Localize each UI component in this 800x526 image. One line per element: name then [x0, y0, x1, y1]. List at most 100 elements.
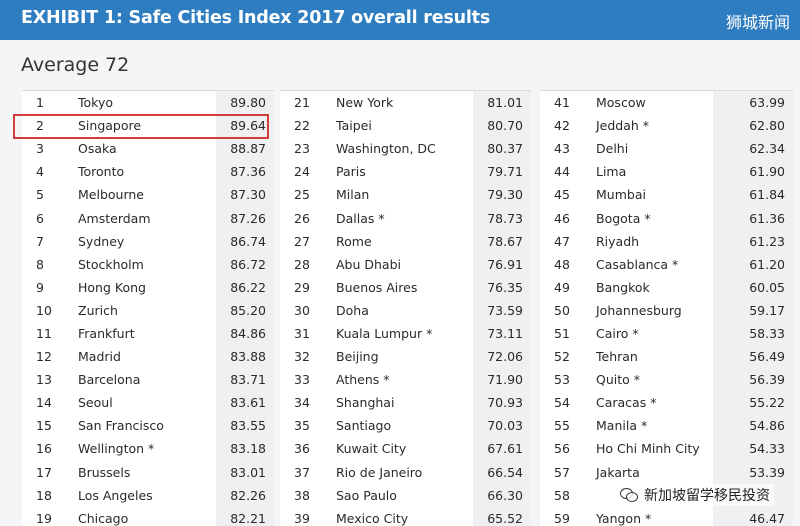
table-row: 18 Los Angeles 82.26 — [22, 484, 274, 507]
city-cell: Rome — [336, 233, 372, 249]
city-cell: Jeddah * — [596, 118, 650, 134]
rank-cell: 58 — [554, 487, 570, 503]
city-cell: Singapore — [78, 118, 142, 134]
city-cell: Moscow — [596, 95, 646, 111]
city-cell: Rio de Janeiro — [336, 464, 423, 480]
table-row: 10 Zurich 85.20 — [22, 299, 274, 322]
city-cell: Melbourne — [78, 187, 144, 203]
city-cell: Yangon * — [596, 510, 652, 526]
score-cell: 86.72 — [230, 256, 266, 272]
city-cell: New York — [336, 95, 394, 111]
rank-cell: 49 — [554, 279, 570, 295]
ranking-column-1: 1 Tokyo 89.80 2 Singapore 89.64 3 Osaka 88.87 4 To… — [22, 90, 274, 526]
table-row: 31 Kuala Lumpur * 73.11 — [280, 322, 531, 345]
score-cell: 60.05 — [749, 279, 785, 295]
table-row: 52 Tehran 56.49 — [540, 345, 793, 368]
rank-cell: 50 — [554, 302, 570, 318]
table-row: 19 Chicago 82.21 — [22, 507, 274, 526]
city-cell: Quito * — [596, 372, 641, 388]
table-row: 54 Caracas * 55.22 — [540, 391, 793, 414]
rank-cell: 13 — [36, 372, 52, 388]
table-row: 34 Shanghai 70.93 — [280, 391, 531, 414]
table-row: 32 Beijing 72.06 — [280, 345, 531, 368]
average-label: Average 72 — [21, 54, 130, 76]
score-cell: 84.86 — [230, 325, 266, 341]
score-cell: 59.17 — [749, 302, 785, 318]
watermark-top: 狮城新闻 — [725, 13, 790, 32]
score-cell: 87.36 — [230, 164, 266, 180]
table-row: 22 Taipei 80.70 — [280, 114, 531, 137]
table-row: 25 Milan 79.30 — [280, 183, 531, 206]
score-cell: 61.90 — [749, 164, 785, 180]
table-row: 42 Jeddah * 62.80 — [540, 114, 793, 137]
rank-cell: 21 — [294, 95, 310, 111]
rank-cell: 4 — [36, 164, 44, 180]
table-row: 29 Buenos Aires 76.35 — [280, 276, 531, 299]
score-cell: 82.26 — [230, 487, 266, 503]
table-row: 3 Osaka 88.87 — [22, 137, 274, 160]
table-row: 36 Kuwait City 67.61 — [280, 437, 531, 460]
score-cell: 63.99 — [749, 95, 785, 111]
rank-cell: 16 — [36, 441, 52, 457]
table-row: 45 Mumbai 61.84 — [540, 183, 793, 206]
rank-cell: 12 — [36, 349, 52, 365]
score-cell: 88.87 — [230, 141, 266, 157]
rank-cell: 17 — [36, 464, 52, 480]
table-row: 46 Bogota * 61.36 — [540, 206, 793, 229]
rank-cell: 26 — [294, 210, 310, 226]
rank-cell: 37 — [294, 464, 310, 480]
table-row: 38 Sao Paulo 66.30 — [280, 484, 531, 507]
rank-cell: 28 — [294, 256, 310, 272]
score-cell: 61.36 — [749, 210, 785, 226]
table-row: 57 Jakarta 53.39 — [540, 461, 793, 484]
city-cell: Stockholm — [78, 256, 144, 272]
score-cell: 83.88 — [230, 349, 266, 365]
score-cell: 87.30 — [230, 187, 266, 203]
score-cell: 46.47 — [749, 510, 785, 526]
singapore-highlight-box — [13, 114, 269, 139]
city-cell: Bangkok — [596, 279, 650, 295]
rank-cell: 57 — [554, 464, 570, 480]
score-cell: 89.64 — [230, 118, 266, 134]
rank-cell: 24 — [294, 164, 310, 180]
wechat-icon — [620, 488, 638, 502]
table-row: 50 Johannesburg 59.17 — [540, 299, 793, 322]
table-row: 53 Quito * 56.39 — [540, 368, 793, 391]
city-cell: Taipei — [336, 118, 372, 134]
city-cell: Tokyo — [78, 95, 113, 111]
rank-cell: 6 — [36, 210, 44, 226]
city-cell: Osaka — [78, 141, 117, 157]
city-cell: Madrid — [78, 349, 121, 365]
table-row: 27 Rome 78.67 — [280, 230, 531, 253]
city-cell: Washington, DC — [336, 141, 436, 157]
table-row: 33 Athens * 71.90 — [280, 368, 531, 391]
score-cell: 73.59 — [487, 302, 523, 318]
table-row: 24 Paris 79.71 — [280, 160, 531, 183]
city-cell: Chicago — [78, 510, 129, 526]
table-row: 8 Stockholm 86.72 — [22, 253, 274, 276]
score-cell: 66.30 — [487, 487, 523, 503]
ranking-column-3: 41 Moscow 63.99 42 Jeddah * 62.80 43 Delhi 62.34… — [540, 90, 793, 526]
score-cell: 83.71 — [230, 372, 266, 388]
rank-cell: 22 — [294, 118, 310, 134]
score-cell: 86.22 — [230, 279, 266, 295]
score-cell: 85.20 — [230, 302, 266, 318]
rank-cell: 42 — [554, 118, 570, 134]
rank-cell: 11 — [36, 325, 52, 341]
score-cell: 62.80 — [749, 118, 785, 134]
score-cell: 65.52 — [487, 510, 523, 526]
city-cell: Caracas * — [596, 395, 657, 411]
rank-cell: 38 — [294, 487, 310, 503]
rank-cell: 9 — [36, 279, 44, 295]
rank-cell: 1 — [36, 95, 44, 111]
score-cell: 80.70 — [487, 118, 523, 134]
city-cell: Mexico City — [336, 510, 409, 526]
city-cell: Riyadh — [596, 233, 640, 249]
table-row: 37 Rio de Janeiro 66.54 — [280, 461, 531, 484]
rank-cell: 23 — [294, 141, 310, 157]
rank-cell: 45 — [554, 187, 570, 203]
city-cell: Mumbai — [596, 187, 646, 203]
score-cell: 56.49 — [749, 349, 785, 365]
rank-cell: 18 — [36, 487, 52, 503]
table-row: 41 Moscow 63.99 — [540, 91, 793, 114]
